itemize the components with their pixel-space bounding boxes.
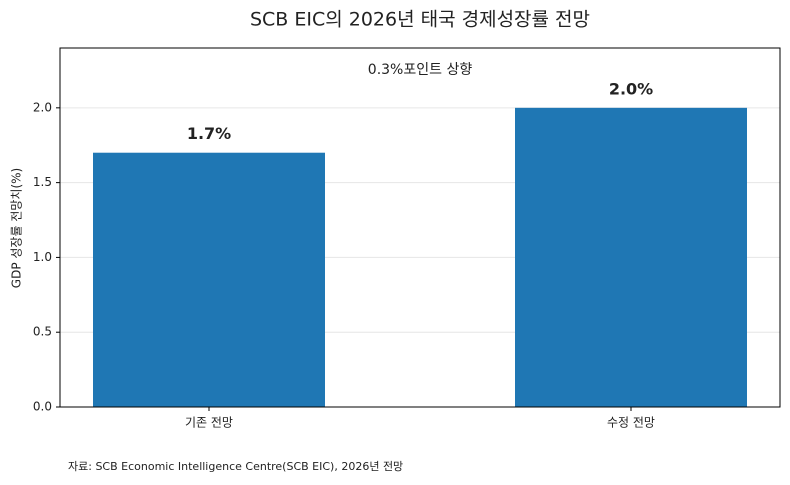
y-tick-label: 2.0 [33, 100, 52, 114]
annotation: 0.3%포인트 상향 [368, 62, 473, 78]
value-label: 1.7% [187, 124, 231, 143]
y-tick-label: 0.0 [33, 400, 52, 414]
y-tick-label: 1.5 [33, 175, 52, 189]
plot-frame [59, 47, 781, 408]
y-axis-label: GDP 성장률 전망치(%) [10, 168, 24, 288]
source-note: 자료: SCB Economic Intelligence Centre(SCB… [68, 460, 403, 473]
bar [93, 152, 325, 407]
x-tick-label: 기존 전망 [185, 416, 233, 430]
value-label: 2.0% [609, 79, 653, 98]
y-tick-label: 0.5 [33, 325, 52, 339]
x-tick-label: 수정 전망 [607, 416, 655, 430]
bar [515, 107, 747, 407]
y-tick-label: 1.0 [33, 250, 52, 264]
chart-title: SCB EIC의 2026년 태국 경제성장률 전망 [250, 9, 590, 31]
